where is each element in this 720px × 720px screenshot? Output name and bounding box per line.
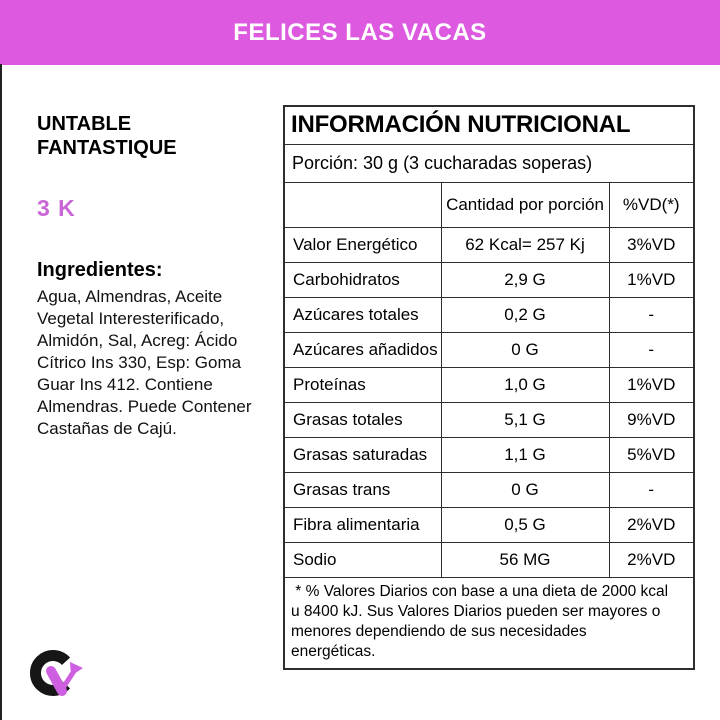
nutrient-amount: 1,0 G <box>440 366 610 403</box>
logo-check-icon <box>46 662 83 696</box>
nutrient-vd: 1%VD <box>608 261 695 298</box>
nutrient-label: Valor Energético <box>283 226 442 263</box>
nutrient-amount: 2,9 G <box>440 261 610 298</box>
nutrient-label: Fibra alimentaria <box>283 506 442 543</box>
product-size: 3 K <box>37 195 76 221</box>
table-title-row: INFORMACIÓN NUTRICIONAL <box>283 105 695 145</box>
brand-banner: FELICES LAS VACAS <box>0 0 720 65</box>
table-row: Azúcares totales 0,2 G- <box>283 296 695 333</box>
nutrient-amount: 5,1 G <box>440 401 610 438</box>
brand-logo <box>30 650 83 696</box>
table-title: INFORMACIÓN NUTRICIONAL <box>283 105 695 145</box>
nutrient-vd: 3%VD <box>608 226 695 263</box>
table-row: Azúcares añadidos 0 G- <box>283 331 695 368</box>
brand-title: FELICES LAS VACAS <box>233 18 487 46</box>
ingredients-text: Agua, Almendras, Aceite Vegetal Interest… <box>37 287 252 438</box>
nutrient-vd: 1%VD <box>608 366 695 403</box>
table-footnote: * % Valores Diarios con base a una dieta… <box>283 576 695 669</box>
table-row: Grasas totales 5,1 G 9%VD <box>283 401 695 438</box>
ingredients-heading: Ingredientes: <box>37 259 163 281</box>
nutrient-label: Grasas saturadas <box>283 436 442 473</box>
nutrient-amount: 0,2 G <box>440 296 610 333</box>
table-row: Proteínas 1,0 G 1%VD <box>283 366 695 403</box>
nutrient-amount: 0 G <box>440 471 610 508</box>
nutrition-rows: Valor Energético 62 Kcal= 257 Kj 3%VD Carbo… <box>283 226 695 578</box>
nutrient-amount: 62 Kcal= 257 Kj <box>440 226 610 263</box>
nutrient-vd: - <box>608 471 695 508</box>
table-row: Valor Energético 62 Kcal= 257 Kj 3%VD <box>283 226 695 263</box>
nutrient-vd: 2%VD <box>608 541 695 578</box>
nutrient-vd: - <box>608 296 695 333</box>
table-row: Grasas trans 0 G- <box>283 471 695 508</box>
table-row: Grasas saturadas 1,1 G 5%VD <box>283 436 695 473</box>
product-name: UNTABLE FANTASTIQUE <box>37 113 177 159</box>
left-edge-line <box>0 64 2 720</box>
nutrient-label: Azúcares totales <box>283 296 442 333</box>
nutrient-label: Sodio <box>283 541 442 578</box>
nutrient-label: Grasas trans <box>283 471 442 508</box>
table-row: Sodio 56 MG 2%VD <box>283 541 695 578</box>
nutrient-amount: 56 MG <box>440 541 610 578</box>
product-info-column: UNTABLE FANTASTIQUE 3 K Ingredientes: Ag… <box>37 112 277 440</box>
portion-row: Porción: 30 g (3 cucharadas soperas) <box>283 143 695 183</box>
table-row: Fibra alimentaria 0,5 G 2%VD <box>283 506 695 543</box>
nutrient-vd: - <box>608 331 695 368</box>
logo-letter-c <box>30 650 71 696</box>
nutrient-vd: 5%VD <box>608 436 695 473</box>
table-row: Carbohidratos 2,9 G 1%VD <box>283 261 695 298</box>
nutrition-table: INFORMACIÓN NUTRICIONAL Porción: 30 g (3… <box>283 105 696 670</box>
col-header-empty <box>283 181 442 228</box>
portion-text: Porción: 30 g (3 cucharadas soperas) <box>283 143 695 183</box>
footnote-row: * % Valores Diarios con base a una dieta… <box>283 576 695 669</box>
col-header-amount: Cantidad por porción <box>440 181 610 228</box>
nutrient-label: Proteínas <box>283 366 442 403</box>
nutrient-amount: 0 G <box>440 331 610 368</box>
nutrient-amount: 0,5 G <box>440 506 610 543</box>
column-header-row: Cantidad por porción %VD(*) <box>283 181 695 228</box>
nutrient-vd: 2%VD <box>608 506 695 543</box>
nutrient-label: Grasas totales <box>283 401 442 438</box>
nutrient-label: Carbohidratos <box>283 261 442 298</box>
nutrient-vd: 9%VD <box>608 401 695 438</box>
nutrient-amount: 1,1 G <box>440 436 610 473</box>
nutrient-label: Azúcares añadidos <box>283 331 442 368</box>
col-header-vd: %VD(*) <box>608 181 695 228</box>
